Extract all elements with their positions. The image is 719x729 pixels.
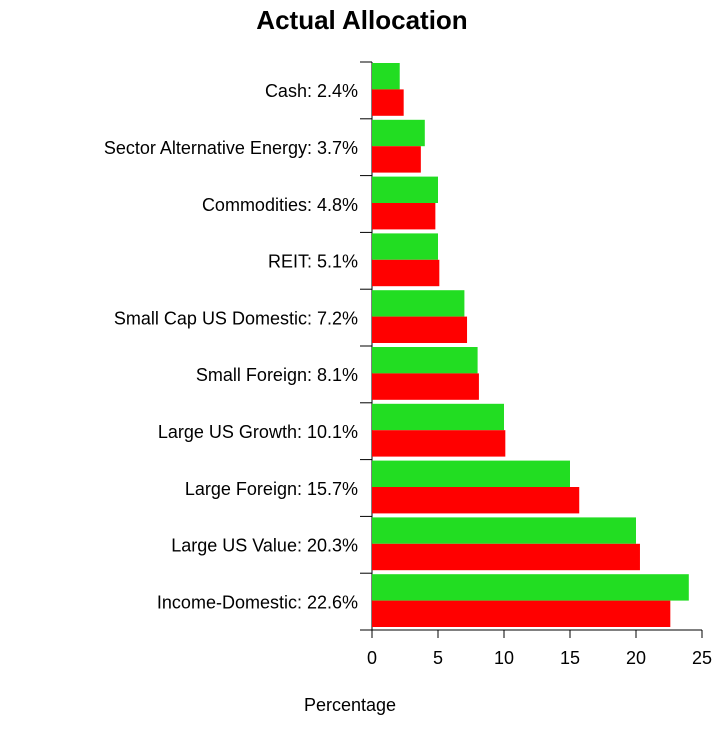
bar [372,460,570,487]
y-tick-label: Large US Growth: 10.1% [158,422,358,442]
bar [372,600,671,627]
bar [372,403,504,431]
bar [372,543,640,571]
bar [372,233,438,260]
bar [372,146,421,173]
y-tick-label: Commodities: 4.8% [202,195,358,215]
y-tick-label: Large Foreign: 15.7% [185,479,358,499]
bar [372,259,440,287]
y-tick-label: Large US Value: 20.3% [171,536,358,556]
bar [372,176,438,203]
y-tick-label: Small Foreign: 8.1% [196,365,358,385]
bar [372,430,506,457]
bar [372,203,436,230]
chart-title: Actual Allocation [256,5,467,35]
x-tick-label: 10 [494,648,514,668]
y-tick-label: REIT: 5.1% [268,252,358,272]
bar [372,487,580,514]
bar [372,373,479,400]
bar [372,63,400,90]
x-tick-label: 15 [560,648,580,668]
bar [372,574,689,601]
y-tick-label: Cash: 2.4% [265,81,358,101]
y-tick-label: Sector Alternative Energy: 3.7% [104,138,358,158]
x-tick-label: 20 [626,648,646,668]
y-tick-label: Small Cap US Domestic: 7.2% [114,308,358,328]
bar [372,517,636,544]
bar [372,347,478,374]
x-tick-label: 5 [433,648,443,668]
bar [372,119,425,147]
y-tick-label: Income-Domestic: 22.6% [157,592,358,612]
bar [372,316,468,343]
x-tick-label: 0 [367,648,377,668]
bar [372,290,465,317]
bar [372,89,404,116]
x-axis-title: Percentage [304,695,396,715]
x-tick-label: 25 [692,648,712,668]
